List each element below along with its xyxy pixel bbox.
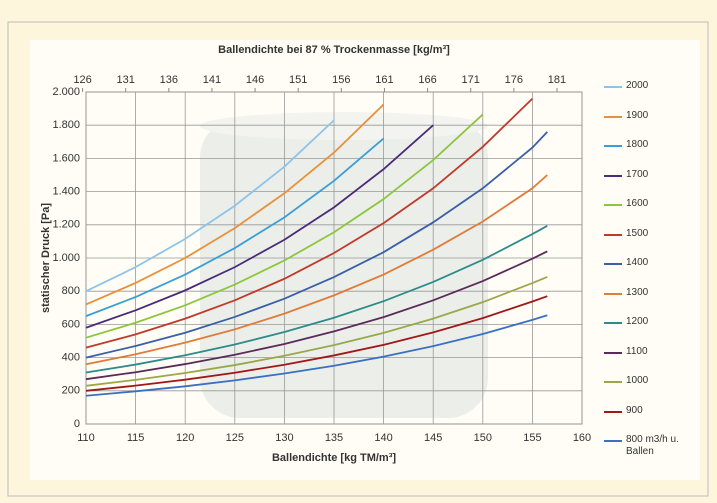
x-tick-label: 125 (226, 432, 244, 444)
legend-entry: 2000 (604, 80, 700, 92)
legend-entry: 900 (604, 405, 700, 417)
x-axis-title: Ballendichte [kg TM/m³] (272, 452, 396, 464)
legend-label: 1400 (626, 257, 649, 268)
x-tick-label: 115 (127, 432, 145, 444)
legend-label: 1700 (626, 168, 649, 180)
legend-swatch (604, 145, 622, 147)
y-tick-label: 1.400 (52, 186, 80, 198)
legend-swatch (604, 292, 622, 295)
legend-entry: 1700 (604, 169, 700, 181)
x-tick-label: 150 (474, 432, 492, 444)
panel (30, 40, 700, 480)
bale-image (200, 112, 488, 418)
x2-tick-label: 126 (73, 74, 91, 86)
legend-entry: 1200 (604, 316, 700, 328)
legend-label: 1800 (626, 139, 649, 150)
series-line (85, 295, 548, 392)
x2-tick-label: 166 (418, 74, 436, 86)
series-line (85, 314, 548, 397)
legend-entry: 1300 (604, 287, 700, 299)
series-line (85, 97, 534, 349)
legend-entry: 1600 (604, 198, 700, 210)
y-tick-label: 2.000 (52, 86, 80, 98)
legend-entry: 1900 (604, 110, 700, 122)
x2-axis-title: Ballendichte bei 87 % Trockenmasse [kg/m… (218, 44, 450, 56)
x2-tick-label: 151 (289, 74, 307, 86)
x2-tick-label: 171 (462, 74, 480, 86)
y-tick-label: 400 (62, 352, 80, 364)
series-line (85, 119, 335, 293)
x-tick-label: 145 (424, 432, 442, 444)
x2-tick-label: 136 (160, 74, 178, 86)
y-tick-label: 600 (62, 318, 80, 330)
legend-swatch (604, 204, 622, 206)
x-tick-label: 160 (573, 432, 591, 444)
legend-swatch (604, 322, 622, 324)
legend-swatch (604, 410, 622, 413)
legend-swatch (604, 174, 622, 177)
legend-label: 1000 (626, 375, 649, 386)
legend-entry: 800 m3/h u. Ballen (604, 434, 700, 458)
y-tick-label: 1.200 (52, 219, 80, 231)
x2-tick-label: 176 (505, 74, 523, 86)
legend-swatch (604, 351, 622, 354)
x2-tick-label: 131 (117, 74, 135, 86)
x-tick-label: 155 (523, 432, 541, 444)
x2-tick-label: 181 (548, 74, 566, 86)
legend-label: 1300 (626, 286, 649, 298)
y-axis-title: statischer Druck [Pa] (40, 203, 52, 313)
x-tick-label: 140 (374, 432, 392, 444)
series-line (85, 113, 484, 339)
x-tick-label: 120 (176, 432, 194, 444)
legend-swatch (604, 440, 622, 442)
y-tick-label: 1.000 (52, 252, 80, 264)
legend-label: 1200 (626, 316, 649, 327)
series-line (85, 250, 548, 381)
x-tick-label: 110 (77, 432, 95, 444)
legend-swatch (604, 263, 622, 265)
series-line (85, 174, 548, 366)
x2-tick-label: 156 (332, 74, 350, 86)
y-tick-label: 1.800 (52, 119, 80, 131)
y-tick-label: 200 (62, 385, 80, 397)
x2-tick-label: 146 (246, 74, 264, 86)
legend-label: 1600 (626, 198, 649, 209)
legend-label: 1900 (626, 109, 649, 121)
legend-swatch (604, 115, 622, 118)
x-tick-label: 135 (325, 432, 343, 444)
y-tick-label: 1.600 (52, 152, 80, 164)
x2-tick-label: 161 (375, 74, 393, 86)
legend-swatch (604, 381, 622, 383)
series-line (85, 103, 385, 306)
series-line (85, 131, 548, 359)
legend-label: 900 (626, 404, 643, 416)
y-tick-label: 0 (74, 418, 80, 430)
x2-tick-label: 141 (203, 74, 221, 86)
legend-entry: 1400 (604, 257, 700, 269)
series-line (85, 225, 548, 374)
legend-label: 1500 (626, 227, 649, 239)
series-line (85, 124, 434, 329)
series-line (85, 137, 385, 317)
legend-label: 800 m3/h u. Ballen (626, 434, 679, 457)
series-line (85, 276, 548, 387)
legend-label: 1100 (626, 345, 648, 357)
legend-label: 2000 (626, 80, 649, 91)
legend-entry: 1800 (604, 139, 700, 151)
legend-swatch (604, 86, 622, 88)
y-tick-label: 800 (62, 285, 80, 297)
legend-entry: 1100 (604, 346, 700, 358)
x-tick-label: 130 (275, 432, 293, 444)
legend-entry: 1000 (604, 375, 700, 387)
legend-swatch (604, 233, 622, 236)
legend-entry: 1500 (604, 228, 700, 240)
